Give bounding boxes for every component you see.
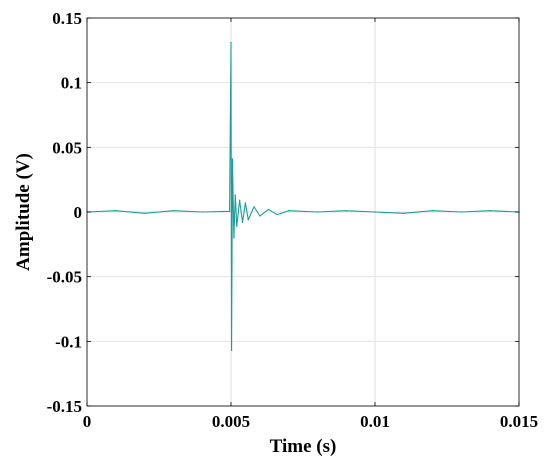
data-point [230,41,232,44]
data-point [143,212,146,214]
y-tick-label: -0.1 [55,332,82,351]
x-tick-label: 0.015 [500,412,538,431]
data-point [201,211,203,213]
y-tick-label: 0 [74,203,83,222]
data-point [267,208,270,211]
data-point [231,158,234,160]
data-point [244,202,247,204]
data-point [228,210,231,213]
x-tick-label: 0.005 [212,412,250,431]
series-line [86,42,520,351]
data-point [403,212,405,214]
data-point [238,199,241,202]
data-point [489,210,491,212]
data-point [345,210,347,212]
x-tick-label: 0.01 [360,412,390,431]
data-point [287,210,290,212]
y-tick-label: 0.1 [61,74,82,93]
x-tick-label: 0 [83,412,92,431]
data-point [374,211,376,213]
data-point [247,219,249,221]
data-point [233,237,235,239]
data-point [172,210,175,212]
data-point [115,210,117,212]
x-axis-label: Time (s) [270,436,337,457]
y-tick-label: -0.05 [47,268,82,287]
data-point [230,349,233,352]
y-axis-label: Amplitude (V) [13,153,34,271]
data-point [236,225,238,227]
data-point [259,215,261,217]
series-layer [86,41,520,352]
data-point [276,213,278,216]
y-tick-label: -0.15 [47,397,82,416]
data-point [460,211,463,213]
y-tick-label: 0.15 [52,9,82,28]
data-point [431,210,434,212]
data-point [241,221,244,224]
data-point [253,206,255,208]
data-point [316,211,319,213]
y-tick-label: 0.05 [52,138,82,157]
ticks: 0 0.005 0.01 0.015 0.15 0.1 0.05 0 -0.05 -0.1 -0.1… [47,9,539,431]
data-point [234,194,237,196]
